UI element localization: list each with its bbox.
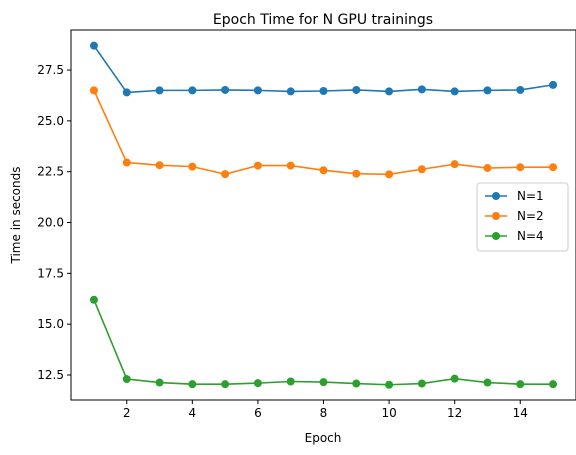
data-point [352,169,361,178]
data-point [221,85,230,94]
x-tick-label: 12 [447,406,462,420]
legend-label: N=1 [517,189,544,203]
data-point [483,86,492,95]
x-axis-label: Epoch [305,431,342,445]
y-tick-label: 22.5 [37,165,64,179]
series-line-n4 [93,299,554,386]
legend-box [476,182,569,252]
axis-ticks: 2 4 6 8 10 12 14 12.5 15.0 17.5 20.0 22.5 25.0 27.5 [37,63,528,420]
plot-frame [70,29,576,401]
data-point [516,380,525,389]
data-point [286,377,295,386]
series-lines [89,41,558,389]
data-point [286,161,295,170]
y-tick-label: 27.5 [37,63,64,77]
data-point [155,86,164,95]
y-tick-label: 20.0 [37,216,64,230]
x-tick-label: 4 [189,406,197,420]
data-point [483,378,492,387]
data-point [221,380,230,389]
series-line-n2 [93,90,554,176]
data-point [253,161,262,170]
data-point [319,378,328,387]
x-tick-label: 8 [320,406,328,420]
data-point [385,87,394,96]
data-point [450,160,459,169]
x-tick-label: 14 [513,406,528,420]
data-point [450,374,459,383]
data-point [516,163,525,172]
legend-marker [492,232,500,240]
series-line-n1 [93,45,554,94]
data-point [319,166,328,175]
data-point [89,295,98,304]
data-point [155,161,164,170]
data-point [122,158,131,167]
data-point [188,86,197,95]
data-point [122,375,131,384]
data-point [155,378,164,387]
data-point [417,165,426,174]
y-tick-label: 15.0 [37,317,64,331]
legend-marker [492,212,500,220]
data-point [352,379,361,388]
data-point [385,170,394,179]
y-tick-label: 17.5 [37,266,64,280]
data-point [122,88,131,97]
legend: N=1 N=2 N=4 [476,182,569,252]
data-point [549,163,558,172]
y-tick-label: 12.5 [37,368,64,382]
data-point [188,162,197,171]
y-tick-label: 25.0 [37,114,64,128]
data-point [549,380,558,389]
data-point [319,86,328,95]
data-point [483,164,492,173]
data-point [450,87,459,96]
data-point [89,41,98,50]
x-tick-label: 6 [254,406,262,420]
data-point [89,86,98,95]
data-point [516,85,525,94]
legend-marker [492,192,500,200]
data-point [253,379,262,388]
legend-label: N=4 [517,229,544,243]
data-point [188,380,197,389]
data-point [385,380,394,389]
x-tick-label: 10 [381,406,396,420]
x-tick-label: 2 [123,406,131,420]
legend-label: N=2 [517,209,544,223]
data-point [286,87,295,96]
y-axis-label: Time in seconds [9,167,23,265]
data-point [253,86,262,95]
data-point [352,85,361,94]
data-point [417,379,426,388]
chart-title: Epoch Time for N GPU trainings [213,12,433,28]
data-point [417,85,426,94]
data-point [549,80,558,89]
data-point [221,170,230,179]
